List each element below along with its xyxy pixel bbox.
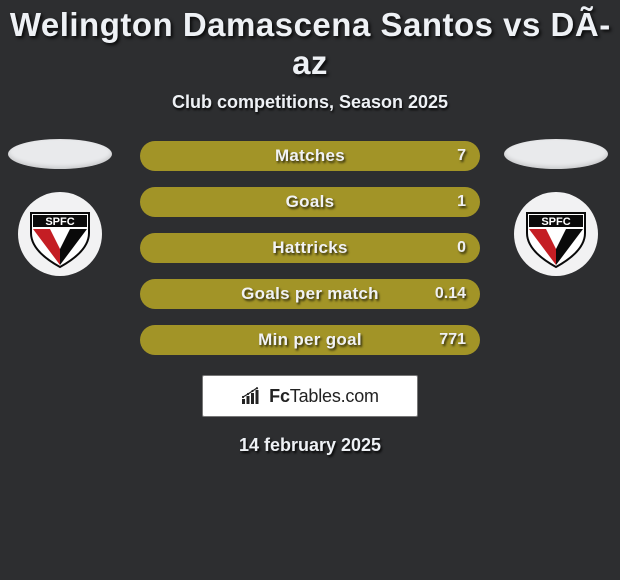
stat-value: 7 — [457, 141, 466, 171]
brand-logo-box: FcTables.com — [202, 375, 418, 417]
stat-value: 771 — [439, 325, 466, 355]
date-label: 14 february 2025 — [0, 435, 620, 456]
club-badge-right: SPFC — [511, 191, 601, 277]
club-abbrev: SPFC — [541, 216, 570, 228]
club-badge-left: SPFC — [15, 191, 105, 277]
stat-label: Goals — [286, 192, 335, 212]
subtitle: Club competitions, Season 2025 — [0, 92, 620, 113]
stat-value: 0 — [457, 233, 466, 263]
stat-label: Hattricks — [272, 238, 347, 258]
club-abbrev: SPFC — [45, 216, 74, 228]
player-photo-placeholder-left — [8, 139, 112, 169]
stat-row: Goals per match 0.14 — [140, 279, 480, 309]
stat-label: Matches — [275, 146, 345, 166]
stat-row: Matches 7 — [140, 141, 480, 171]
page-title: Welington Damascena Santos vs DÃ­az — [0, 6, 620, 82]
stat-label: Goals per match — [241, 284, 379, 304]
stat-label: Min per goal — [258, 330, 362, 350]
brand-name: FcTables.com — [269, 386, 379, 407]
right-player-column: SPFC — [504, 139, 608, 277]
stat-row: Goals 1 — [140, 187, 480, 217]
player-photo-placeholder-right — [504, 139, 608, 169]
left-player-column: SPFC — [8, 139, 112, 277]
chart-icon — [241, 387, 263, 405]
stat-row: Min per goal 771 — [140, 325, 480, 355]
stat-value: 1 — [457, 187, 466, 217]
stat-row: Hattricks 0 — [140, 233, 480, 263]
stat-value: 0.14 — [435, 279, 466, 309]
stats-list: Matches 7 Goals 1 Hattricks 0 Goals per … — [140, 141, 480, 355]
